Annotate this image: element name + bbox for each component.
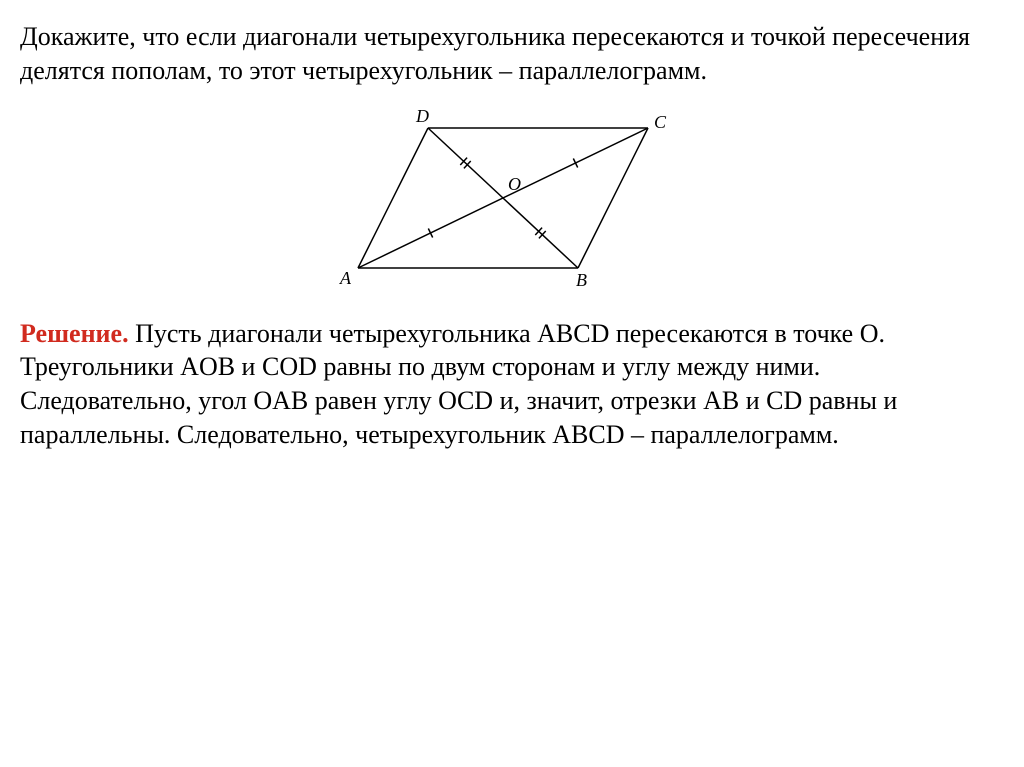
- parallelogram-diagram: A B D C O: [318, 98, 698, 298]
- figure-container: A B D C O: [20, 98, 996, 303]
- svg-text:D: D: [415, 106, 429, 126]
- slide: Докажите, что если диагонали четырехугол…: [0, 0, 1024, 767]
- problem-statement: Докажите, что если диагонали четырехугол…: [20, 20, 996, 88]
- solution-text: Пусть диагонали четырехугольника ABCD пе…: [20, 319, 897, 449]
- svg-text:C: C: [654, 112, 667, 132]
- svg-text:B: B: [576, 270, 587, 290]
- solution-paragraph: Решение. Пусть диагонали четырехугольник…: [20, 317, 996, 452]
- svg-text:O: O: [508, 174, 521, 194]
- svg-text:A: A: [339, 268, 352, 288]
- solution-label: Решение.: [20, 319, 129, 348]
